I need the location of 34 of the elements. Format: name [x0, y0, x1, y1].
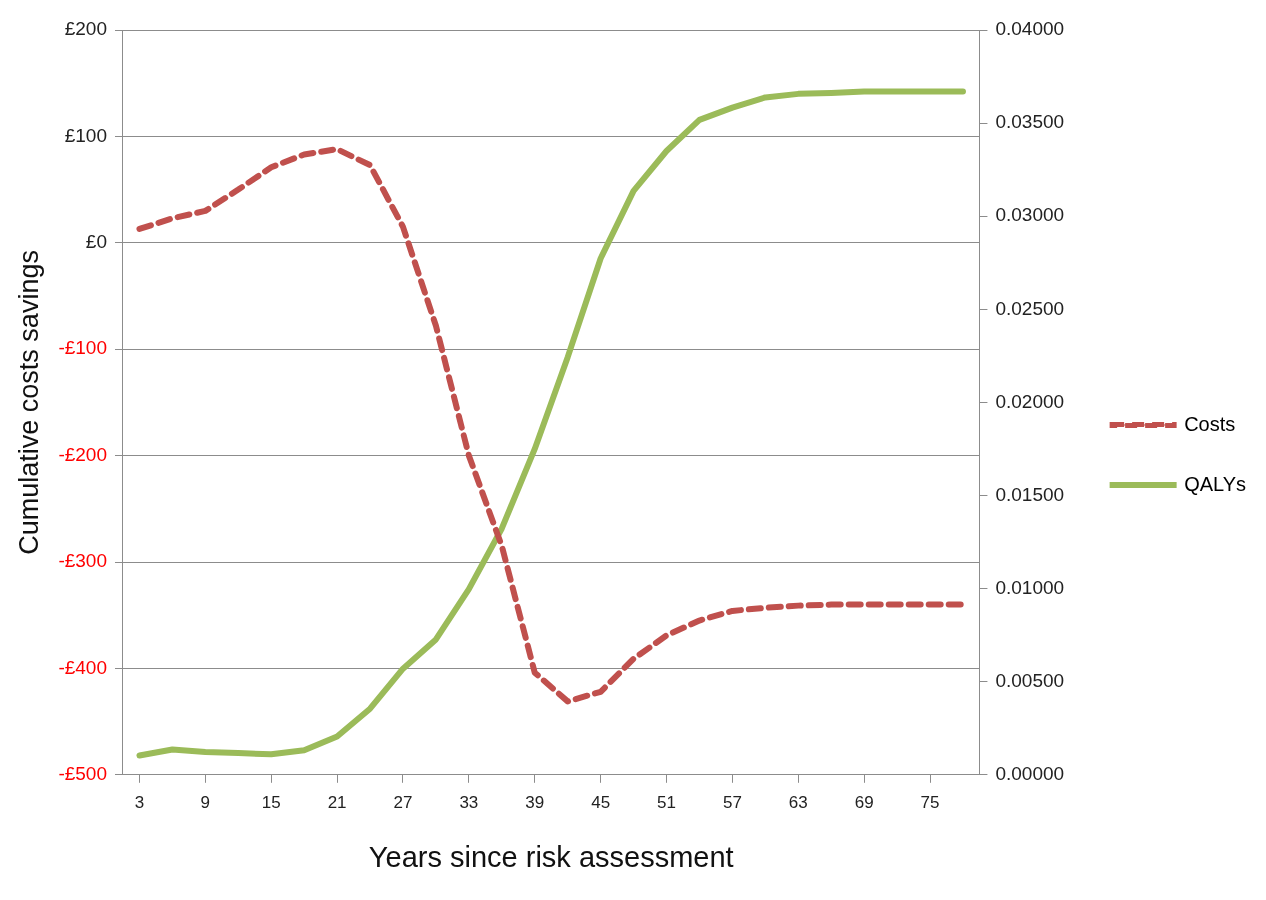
x-tick-label: 9 [200, 792, 211, 812]
y-tick-label: -£500 [58, 763, 107, 785]
x-axis-title: Years since risk assessment [368, 840, 734, 873]
y-tick-label: -£200 [58, 443, 107, 465]
y2-tick-label: 0.03500 [995, 111, 1065, 133]
x-tick-label: 63 [788, 792, 808, 812]
y-tick-label: -£100 [58, 337, 107, 359]
y-tick-label: -£400 [58, 656, 107, 678]
y-tick-label: -£300 [58, 550, 107, 572]
y-axis-title: Cumulative costs savings [13, 250, 44, 555]
x-tick-label: 45 [591, 792, 611, 812]
y2-tick-label: 0.00500 [995, 669, 1065, 691]
x-tick-label: 21 [327, 792, 347, 812]
y-tick-label: £0 [85, 231, 107, 253]
x-tick-label: 27 [393, 792, 413, 812]
y2-tick-label: 0.04000 [995, 18, 1065, 40]
x-tick-label: 75 [920, 792, 940, 812]
y2-tick-label: 0.01000 [995, 576, 1065, 598]
x-tick-label: 39 [525, 792, 545, 812]
legend-label: Costs [1184, 412, 1236, 435]
x-tick-label: 15 [261, 792, 281, 812]
y2-tick-label: 0.02500 [995, 297, 1065, 319]
x-tick-label: 33 [459, 792, 479, 812]
y-tick-label: £100 [64, 124, 107, 146]
y2-tick-label: 0.03000 [995, 204, 1065, 226]
y2-tick-label: 0.01500 [995, 483, 1065, 505]
y-tick-label: £200 [64, 18, 107, 40]
y2-tick-label: 0.02000 [995, 390, 1065, 412]
x-tick-label: 51 [657, 792, 676, 812]
y2-tick-label: 0.00000 [995, 763, 1065, 785]
x-tick-label: 69 [854, 792, 874, 812]
x-tick-label: 3 [134, 792, 145, 812]
legend-label: QALYs [1184, 472, 1246, 495]
x-tick-label: 57 [722, 792, 742, 812]
